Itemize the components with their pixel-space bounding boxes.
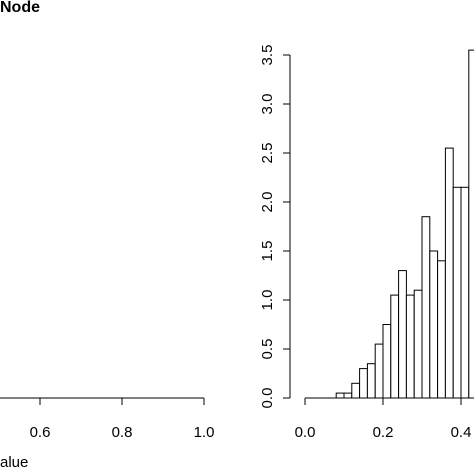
x-tick-label: 1.0: [194, 424, 215, 441]
bar: [452, 186, 462, 399]
y-tick-label: 0.5: [259, 339, 276, 360]
x-tick-label: 0.2: [373, 424, 394, 441]
bar: [437, 260, 446, 399]
bar: [413, 289, 423, 399]
bar: [335, 392, 345, 399]
bar: [374, 343, 384, 399]
bar: [366, 363, 376, 399]
y-tick-label: 3.0: [259, 94, 276, 115]
chart-title: Node: [0, 0, 40, 16]
bar: [343, 392, 353, 399]
y-tick-label: 3.5: [259, 45, 276, 66]
x-axis-label: alue: [0, 454, 28, 471]
x-tick-label: 0.0: [295, 424, 316, 441]
bar: [444, 147, 454, 399]
bar: [398, 270, 407, 399]
y-tick-label: 2.5: [259, 143, 276, 164]
bar: [351, 382, 361, 399]
x-tick-label: 0.8: [112, 424, 133, 441]
y-tick-label: 0.0: [259, 388, 276, 409]
bar: [421, 216, 431, 399]
bar: [429, 250, 439, 399]
bar: [382, 324, 392, 399]
bar: [468, 49, 474, 399]
bar: [460, 186, 470, 399]
y-tick-label: 1.5: [259, 241, 276, 262]
bar: [390, 294, 400, 399]
x-tick-label: 0.6: [30, 424, 51, 441]
bar: [359, 368, 368, 399]
y-tick-label: 1.0: [259, 290, 276, 311]
x-tick-label: 0.4: [451, 424, 472, 441]
bar: [405, 294, 415, 399]
y-tick-label: 2.0: [259, 192, 276, 213]
